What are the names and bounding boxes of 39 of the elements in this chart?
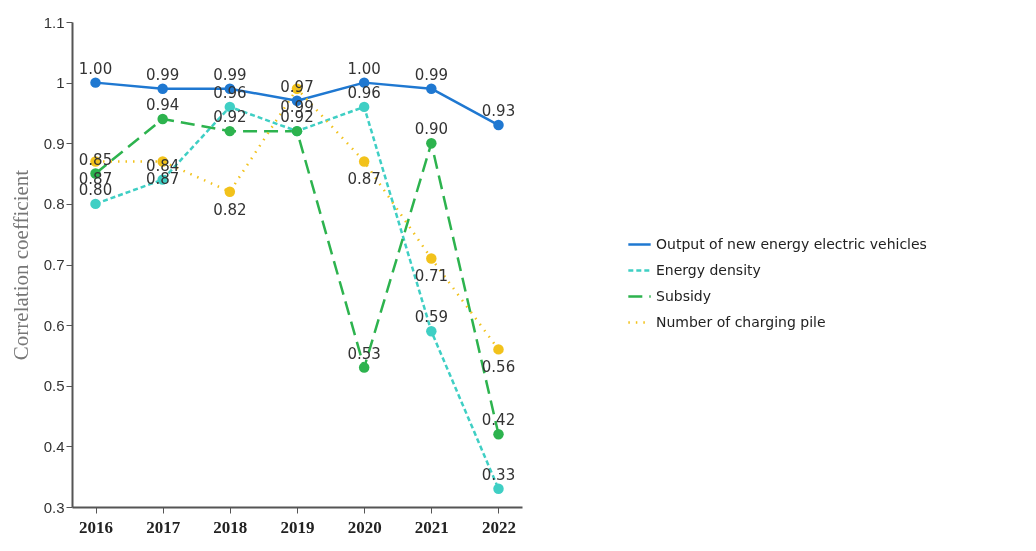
y-tick-label: 1 [56, 74, 65, 92]
x-tick-label: 2018 [213, 517, 248, 537]
x-tick-label: 2022 [481, 517, 516, 537]
data-label: 0.90 [414, 120, 449, 139]
data-label: 0.99 [414, 65, 449, 84]
legend-label: Number of charging pile [656, 313, 826, 330]
data-label: 0.96 [347, 83, 381, 102]
data-label: 0.53 [347, 344, 381, 363]
y-tick-label: 0.5 [43, 377, 65, 395]
y-tick-label: 0.4 [43, 437, 65, 455]
y-tick-label: 0.9 [43, 134, 65, 152]
data-label: 0.93 [481, 102, 516, 121]
data-label: 0.71 [414, 267, 449, 286]
data-label: 0.99 [145, 65, 180, 84]
y-tick-label: 0.6 [43, 316, 65, 334]
data-label: 0.33 [481, 465, 516, 484]
data-label: 1.00 [78, 59, 113, 78]
data-label: 0.92 [213, 108, 247, 127]
data-label: 0.42 [481, 411, 516, 430]
legend-label: Output of new energy electric vehicles [656, 235, 927, 252]
data-label: 0.94 [145, 96, 180, 114]
y-tick-label: 0.3 [43, 498, 65, 516]
x-tick-label: 2016 [79, 517, 114, 537]
y-tick-label: 0.8 [43, 195, 65, 213]
x-tick-label: 2017 [146, 517, 181, 537]
data-label: 0.87 [347, 170, 381, 189]
y-tick-label: 0.7 [43, 256, 65, 273]
y-tick-label: 1.1 [43, 13, 65, 31]
data-label: 0.82 [213, 200, 247, 219]
data-label: 0.97 [280, 77, 314, 96]
x-tick-label: 2020 [347, 517, 382, 537]
x-tick-label: 2021 [414, 517, 449, 537]
data-label: 1.00 [347, 59, 381, 78]
legend-label: Energy density [656, 261, 761, 278]
y-axis-title: Correlation coefficient [8, 169, 33, 361]
data-label: 0.59 [414, 308, 449, 327]
data-label: 0.99 [213, 65, 247, 84]
x-tick-label: 2019 [280, 517, 315, 537]
legend-label: Subsidy [656, 287, 712, 304]
